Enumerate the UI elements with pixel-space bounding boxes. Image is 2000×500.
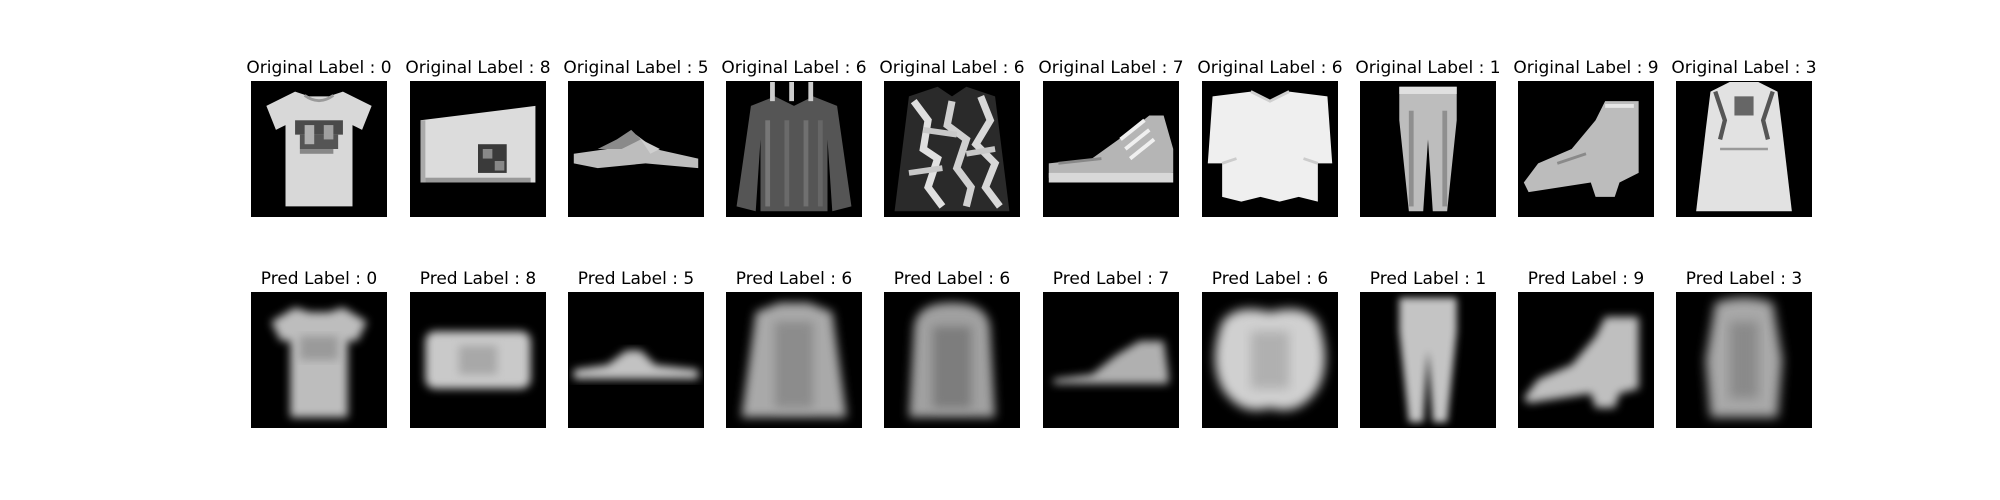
original-title-9: Original Label : 9 (1513, 58, 1659, 78)
shirt-icon (885, 82, 1019, 216)
original-image-trouser (1360, 81, 1496, 217)
pred-title-4: Pred Label : 6 (735, 269, 853, 289)
original-panel-2: Original Label : 8 (405, 58, 551, 223)
original-image-bag (410, 81, 546, 217)
original-title-3: Original Label : 5 (563, 58, 709, 78)
pred-panel-7: Pred Label : 6 (1202, 269, 1338, 434)
pred-title-3: Pred Label : 5 (577, 269, 695, 289)
trouser-icon (1361, 293, 1495, 427)
pred-image-shirt (726, 292, 862, 428)
shirt-icon (1203, 82, 1337, 216)
original-panel-1: Original Label : 0 (246, 58, 392, 223)
pred-title-7: Pred Label : 6 (1211, 269, 1329, 289)
original-image-shirt (726, 81, 862, 217)
original-title-6: Original Label : 7 (1038, 58, 1184, 78)
ankle-boot-icon (1519, 293, 1653, 427)
bag-icon (411, 82, 545, 216)
sneaker-icon (1044, 82, 1178, 216)
pred-title-5: Pred Label : 6 (893, 269, 1011, 289)
pred-image-tshirt (251, 292, 387, 428)
pred-panel-10: Pred Label : 3 (1676, 269, 1812, 434)
pred-title-2: Pred Label : 8 (419, 269, 537, 289)
bag-icon (411, 293, 545, 427)
original-panel-4: Original Label : 6 (721, 58, 867, 223)
shirt-icon (727, 293, 861, 427)
original-image-sandal (568, 81, 704, 217)
dress-icon (1677, 82, 1811, 216)
pred-image-bag (410, 292, 546, 428)
pred-panel-2: Pred Label : 8 (410, 269, 546, 434)
original-panel-8: Original Label : 1 (1355, 58, 1501, 223)
tshirt-icon (252, 293, 386, 427)
original-image-shirt (884, 81, 1020, 217)
original-panel-7: Original Label : 6 (1197, 58, 1343, 223)
trouser-icon (1361, 82, 1495, 216)
original-title-7: Original Label : 6 (1197, 58, 1343, 78)
ankle-boot-icon (1519, 82, 1653, 216)
pred-panel-4: Pred Label : 6 (726, 269, 862, 434)
shirt-icon (1203, 293, 1337, 427)
original-title-2: Original Label : 8 (405, 58, 551, 78)
pred-title-8: Pred Label : 1 (1369, 269, 1487, 289)
pred-image-shirt (884, 292, 1020, 428)
original-image-top (1202, 81, 1338, 217)
original-title-8: Original Label : 1 (1355, 58, 1501, 78)
original-title-1: Original Label : 0 (246, 58, 392, 78)
pred-panel-9: Pred Label : 9 (1518, 269, 1654, 434)
pred-panel-3: Pred Label : 5 (568, 269, 704, 434)
pred-panel-6: Pred Label : 7 (1043, 269, 1179, 434)
pred-panel-8: Pred Label : 1 (1360, 269, 1496, 434)
original-image-dress (1676, 81, 1812, 217)
shirt-icon (885, 293, 1019, 427)
tshirt-icon (252, 82, 386, 216)
pred-panel-5: Pred Label : 6 (884, 269, 1020, 434)
original-title-10: Original Label : 3 (1671, 58, 1817, 78)
original-image-ankle-boot (1518, 81, 1654, 217)
original-image-sneaker (1043, 81, 1179, 217)
pred-title-9: Pred Label : 9 (1527, 269, 1645, 289)
original-panel-3: Original Label : 5 (563, 58, 709, 223)
sandal-icon (569, 293, 703, 427)
shirt-icon (727, 82, 861, 216)
pred-title-10: Pred Label : 3 (1685, 269, 1803, 289)
original-title-4: Original Label : 6 (721, 58, 867, 78)
pred-image-top (1202, 292, 1338, 428)
original-title-5: Original Label : 6 (879, 58, 1025, 78)
original-image-tshirt (251, 81, 387, 217)
original-panel-5: Original Label : 6 (879, 58, 1025, 223)
dress-icon (1677, 293, 1811, 427)
pred-image-trouser (1360, 292, 1496, 428)
sandal-icon (569, 82, 703, 216)
pred-image-sneaker (1043, 292, 1179, 428)
pred-image-sandal (568, 292, 704, 428)
pred-panel-1: Pred Label : 0 (251, 269, 387, 434)
pred-image-ankle-boot (1518, 292, 1654, 428)
pred-image-dress (1676, 292, 1812, 428)
original-panel-10: Original Label : 3 (1671, 58, 1817, 223)
pred-title-1: Pred Label : 0 (260, 269, 378, 289)
original-panel-9: Original Label : 9 (1513, 58, 1659, 223)
sneaker-icon (1044, 293, 1178, 427)
original-panel-6: Original Label : 7 (1038, 58, 1184, 223)
pred-title-6: Pred Label : 7 (1052, 269, 1170, 289)
